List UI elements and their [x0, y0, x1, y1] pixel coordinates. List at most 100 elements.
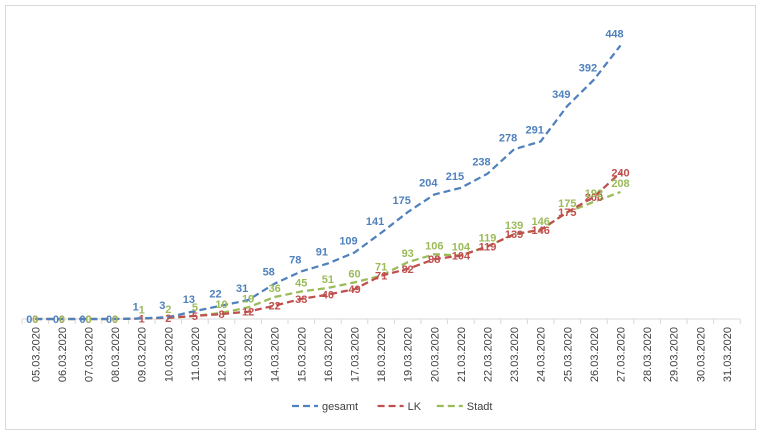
x-tick-label: 23.03.2020 [509, 327, 521, 382]
legend-entry-gesamt: gesamt [292, 401, 358, 413]
legend-label: LK [408, 401, 422, 413]
x-tick-label: 10.03.2020 [163, 327, 175, 382]
x-tick-label: 18.03.2020 [376, 327, 388, 382]
data-label-gesamt: 78 [289, 254, 301, 266]
x-tick-label: 28.03.2020 [642, 327, 654, 382]
data-label-stadt: 146 [532, 216, 550, 228]
data-label-stadt: 1 [139, 304, 145, 316]
data-label-lk: 82 [402, 264, 414, 276]
x-tick-label: 14.03.2020 [270, 327, 282, 382]
data-label-gesamt: 22 [209, 289, 221, 301]
data-label-lk: 139 [505, 229, 523, 241]
data-label-stadt: 192 [585, 188, 603, 200]
data-label-stadt: 36 [269, 283, 281, 295]
legend-entry-lk: LK [377, 401, 422, 413]
data-label-gesamt: 31 [236, 283, 248, 295]
data-label-gesamt: 215 [446, 171, 464, 183]
data-label-stadt: 2 [165, 304, 171, 316]
data-label-lk: 0 [59, 314, 65, 326]
x-tick-label: 26.03.2020 [589, 327, 601, 382]
data-label-gesamt: 0 [53, 314, 59, 326]
data-label-gesamt: 13 [183, 294, 195, 306]
data-label-stadt: 175 [558, 198, 576, 210]
data-label-gesamt: 349 [552, 89, 570, 101]
data-label-gesamt: 175 [393, 195, 411, 207]
data-label-stadt: 19 [242, 293, 254, 305]
data-label-lk: 240 [611, 168, 629, 180]
x-tick-label: 30.03.2020 [695, 327, 707, 382]
x-tick-label: 15.03.2020 [296, 327, 308, 382]
x-tick-label: 07.03.2020 [84, 327, 96, 382]
data-label-gesamt: 291 [526, 124, 544, 136]
data-label-lk: 40 [322, 290, 334, 302]
data-label-stadt: 104 [452, 242, 471, 254]
data-label-lk: 0 [32, 314, 38, 326]
x-tick-label: 19.03.2020 [403, 327, 415, 382]
data-label-stadt: 0 [112, 314, 118, 326]
data-label-stadt: 0 [59, 314, 65, 326]
data-label-gesamt: 109 [339, 235, 357, 247]
x-tick-label: 16.03.2020 [323, 327, 335, 382]
data-label-gesamt: 238 [472, 157, 490, 169]
data-label-lk: 12 [242, 307, 254, 319]
x-tick-label: 13.03.2020 [243, 327, 255, 382]
data-label-lk: 119 [479, 241, 497, 253]
data-label-stadt: 45 [295, 278, 307, 290]
series-line-gesamt [35, 44, 622, 321]
legend-label: Stadt [467, 401, 493, 413]
data-label-lk: 146 [532, 225, 550, 237]
legend-label: gesamt [322, 401, 358, 413]
series-line-lk [35, 171, 622, 321]
data-label-gesamt: 448 [605, 29, 623, 41]
data-label-stadt: 119 [479, 232, 497, 244]
data-label-lk: 49 [348, 284, 360, 296]
data-label-gesamt: 91 [316, 246, 328, 258]
data-label-stadt: 71 [375, 262, 387, 274]
data-label-stadt: 5 [192, 302, 198, 314]
x-tick-label: 31.03.2020 [722, 327, 734, 382]
x-tick-label: 29.03.2020 [669, 327, 681, 382]
data-label-stadt: 139 [505, 220, 523, 232]
x-tick-label: 27.03.2020 [616, 327, 628, 382]
x-tick-label: 21.03.2020 [456, 327, 468, 382]
data-label-stadt: 60 [348, 268, 360, 280]
x-tick-label: 20.03.2020 [429, 327, 441, 382]
data-label-lk: 71 [375, 271, 387, 283]
data-label-gesamt: 1 [133, 301, 139, 313]
x-tick-label: 05.03.2020 [30, 327, 42, 382]
x-tick-label: 17.03.2020 [350, 327, 362, 382]
data-label-stadt: 208 [611, 178, 629, 190]
data-label-stadt: 0 [85, 314, 91, 326]
x-tick-label: 22.03.2020 [483, 327, 495, 382]
data-label-lk: 22 [269, 301, 281, 313]
data-label-gesamt: 0 [79, 314, 85, 326]
legend-entry-stadt: Stadt [436, 401, 493, 413]
x-tick-label: 11.03.2020 [190, 327, 202, 381]
data-label-lk: 33 [295, 294, 307, 306]
data-label-lk: 0 [85, 314, 91, 326]
data-label-gesamt: 0 [106, 314, 112, 326]
data-label-gesamt: 3 [159, 300, 165, 312]
data-label-stadt: 10 [215, 299, 227, 311]
data-label-stadt: 0 [32, 314, 38, 326]
x-tick-label: 24.03.2020 [536, 327, 548, 382]
data-label-stadt: 51 [322, 274, 334, 286]
data-label-gesamt: 141 [366, 216, 384, 228]
data-label-stadt: 93 [402, 248, 414, 260]
data-label-gesamt: 58 [263, 267, 275, 279]
data-label-lk: 1 [139, 313, 145, 325]
data-label-lk: 104 [452, 251, 471, 263]
line-chart: 05.03.2020 06.03.2020 07.03.2020 08.03.2020… [21, 29, 741, 413]
x-tick-label: 12.03.2020 [217, 327, 229, 382]
data-label-lk: 200 [585, 192, 603, 204]
data-label-gesamt: 392 [579, 63, 597, 75]
x-tick-label: 25.03.2020 [562, 327, 574, 382]
chart-frame: 05.03.2020 06.03.2020 07.03.2020 08.03.2020… [5, 5, 756, 430]
data-label-gesamt: 204 [419, 177, 438, 189]
data-label-lk: 0 [112, 314, 118, 326]
x-tick-label: 06.03.2020 [57, 327, 69, 382]
data-label-gesamt: 278 [499, 132, 517, 144]
data-label-lk: 98 [428, 254, 440, 266]
data-label-lk: 8 [218, 309, 224, 321]
x-tick-label: 09.03.2020 [137, 327, 149, 382]
